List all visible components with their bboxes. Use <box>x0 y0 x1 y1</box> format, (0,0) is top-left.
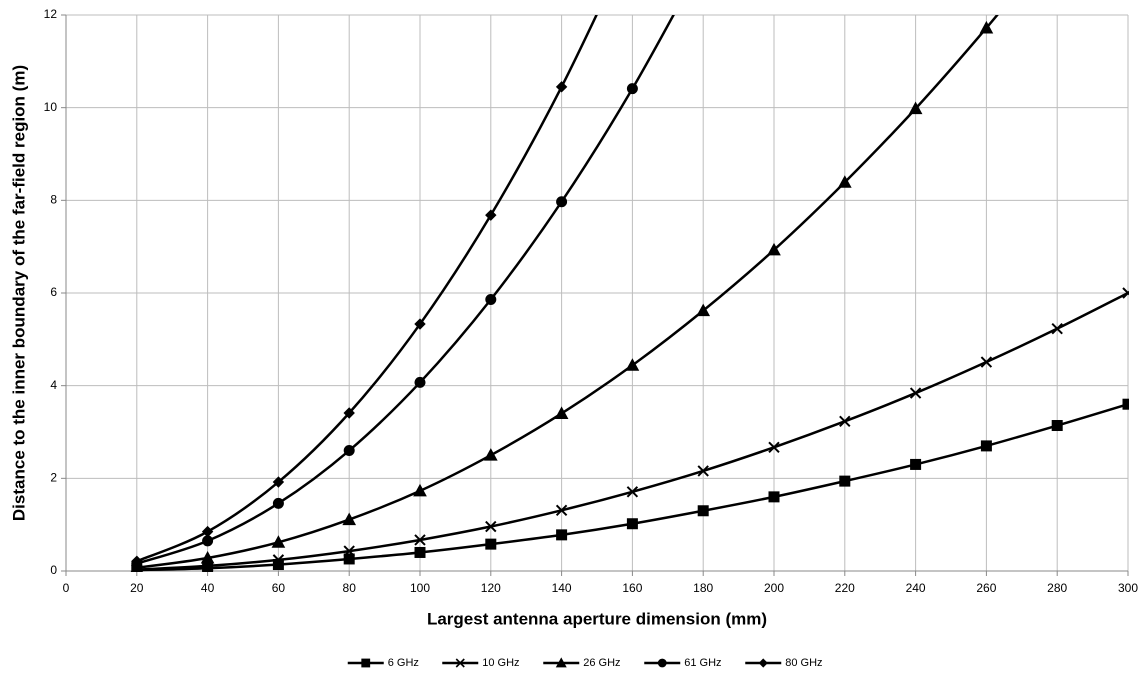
marker <box>485 293 497 305</box>
x-tick-label: 200 <box>764 581 784 595</box>
marker <box>980 440 992 452</box>
marker <box>837 175 852 188</box>
series-line <box>136 15 675 565</box>
marker <box>414 318 426 330</box>
x-tick-label: 160 <box>622 581 642 595</box>
marker <box>626 486 639 498</box>
x-tick-label: 120 <box>481 581 501 595</box>
marker <box>626 518 638 530</box>
x-tick-label: 20 <box>130 581 144 595</box>
marker <box>657 658 667 668</box>
legend-label: 61 GHz <box>684 657 721 669</box>
x-tick-label: 280 <box>1047 581 1067 595</box>
y-tick-label: 12 <box>44 7 58 21</box>
marker <box>414 376 426 388</box>
marker <box>555 81 568 93</box>
x-tick-label: 0 <box>63 581 70 595</box>
y-tick-label: 0 <box>50 563 57 577</box>
marker <box>625 358 640 371</box>
marker <box>271 535 286 548</box>
marker <box>361 658 371 668</box>
marker <box>555 504 568 517</box>
marker <box>342 512 357 526</box>
plot-area <box>130 15 1129 572</box>
marker <box>910 458 922 470</box>
marker <box>485 520 497 533</box>
marker <box>343 553 355 565</box>
x-tick-label: 140 <box>552 581 572 595</box>
marker <box>1122 398 1129 410</box>
marker <box>909 387 922 399</box>
marker <box>697 465 709 477</box>
marker <box>485 209 497 221</box>
legend-label: 10 GHz <box>482 657 519 669</box>
marker <box>767 242 781 256</box>
x-tick-label: 260 <box>976 581 996 595</box>
marker <box>131 555 143 567</box>
marker <box>201 525 214 538</box>
marker <box>980 356 993 368</box>
x-tick-label: 40 <box>201 581 215 595</box>
x-tick-label: 80 <box>343 581 357 595</box>
marker <box>343 407 355 419</box>
marker <box>908 101 923 115</box>
marker <box>414 534 426 546</box>
x-tick-label: 60 <box>272 581 286 595</box>
marker <box>768 441 780 453</box>
y-tick-label: 10 <box>44 100 58 114</box>
marker <box>414 546 426 558</box>
marker <box>839 475 851 487</box>
marker <box>483 448 498 461</box>
marker <box>485 538 497 550</box>
x-tick-label: 180 <box>693 581 713 595</box>
marker <box>696 303 711 317</box>
y-tick-label: 6 <box>50 285 57 299</box>
marker <box>272 554 285 566</box>
x-tick-label: 100 <box>410 581 430 595</box>
marker <box>768 491 780 503</box>
marker <box>200 550 215 564</box>
x-tick-label: 220 <box>835 581 855 595</box>
marker <box>556 529 568 541</box>
marker <box>697 505 709 517</box>
y-axis-title: Distance to the inner boundary of the fa… <box>9 65 28 521</box>
marker <box>556 196 568 208</box>
marker <box>202 535 214 547</box>
marker <box>343 445 355 457</box>
marker <box>272 497 284 509</box>
marker <box>1122 287 1129 299</box>
legend-label: 6 GHz <box>388 657 419 669</box>
legend-label: 26 GHz <box>583 657 620 669</box>
marker <box>839 415 851 428</box>
y-tick-label: 8 <box>50 193 57 207</box>
marker <box>758 658 768 668</box>
marker <box>554 406 569 419</box>
marker <box>626 83 638 95</box>
x-axis-title: Largest antenna aperture dimension (mm) <box>427 609 767 628</box>
legend-label: 80 GHz <box>785 657 822 669</box>
marker <box>1051 322 1063 335</box>
x-tick-label: 300 <box>1118 581 1138 595</box>
marker <box>1051 420 1063 432</box>
y-tick-label: 2 <box>50 471 57 485</box>
marker <box>413 483 427 497</box>
marker <box>455 658 465 668</box>
marker <box>555 657 567 668</box>
marker <box>979 20 994 34</box>
x-tick-label: 240 <box>906 581 926 595</box>
y-tick-label: 4 <box>50 378 57 392</box>
series-line <box>136 15 598 563</box>
marker <box>272 476 285 488</box>
marker <box>343 545 355 557</box>
